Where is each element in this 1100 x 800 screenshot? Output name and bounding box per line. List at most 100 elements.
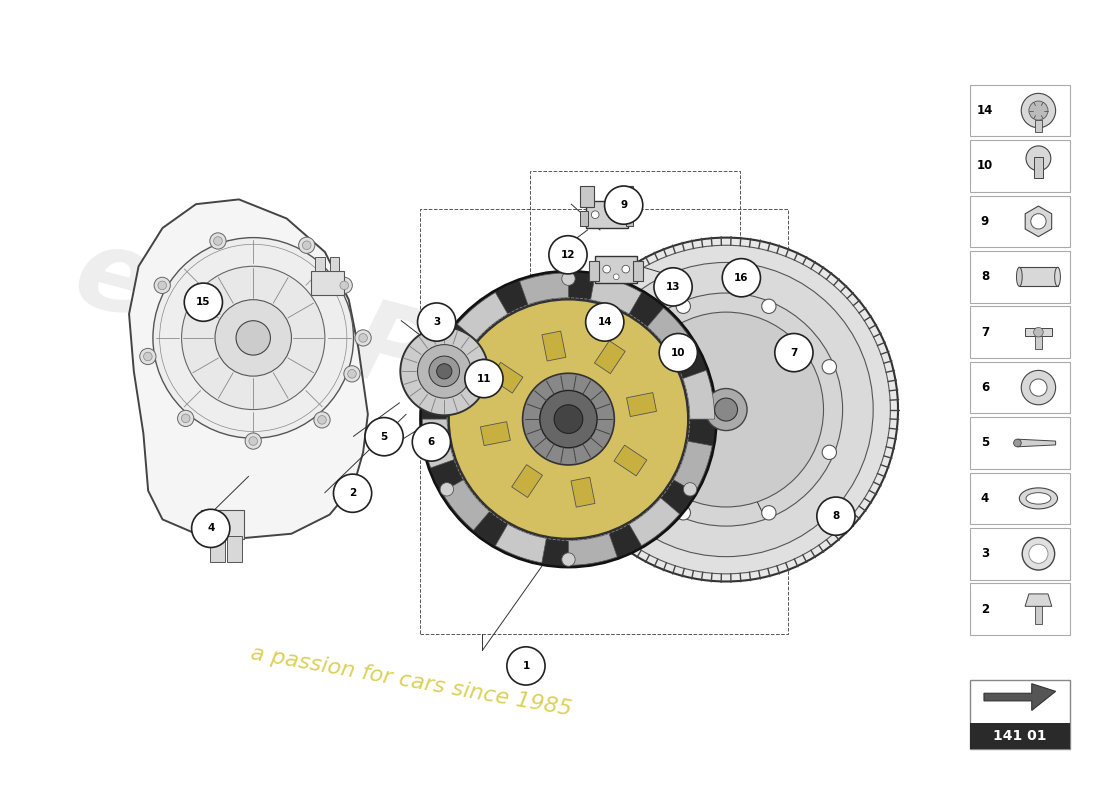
- Circle shape: [1013, 439, 1021, 447]
- Circle shape: [1026, 146, 1050, 170]
- Polygon shape: [129, 199, 367, 538]
- Bar: [970, 680, 1070, 749]
- Text: a passion for cars since 1985: a passion for cars since 1985: [249, 644, 573, 720]
- Bar: [310, 271, 344, 295]
- Ellipse shape: [1016, 267, 1022, 286]
- Circle shape: [418, 345, 471, 398]
- Bar: [228, 536, 242, 562]
- Bar: [619, 186, 634, 207]
- Polygon shape: [1025, 206, 1052, 237]
- Circle shape: [185, 283, 222, 322]
- Polygon shape: [512, 465, 542, 498]
- Bar: [970, 528, 1070, 579]
- Text: 8: 8: [833, 511, 839, 521]
- Circle shape: [359, 334, 367, 342]
- Circle shape: [158, 281, 166, 290]
- Ellipse shape: [1055, 267, 1060, 286]
- Circle shape: [1030, 379, 1047, 396]
- Polygon shape: [629, 498, 680, 546]
- Polygon shape: [627, 393, 657, 417]
- Polygon shape: [614, 445, 647, 476]
- Polygon shape: [594, 341, 625, 374]
- Text: 2: 2: [981, 602, 989, 616]
- Bar: [330, 257, 339, 271]
- Circle shape: [1028, 544, 1048, 563]
- Text: 14: 14: [597, 317, 612, 327]
- Polygon shape: [984, 684, 1056, 710]
- Circle shape: [507, 647, 546, 685]
- Circle shape: [420, 271, 716, 567]
- Circle shape: [144, 352, 152, 361]
- Circle shape: [822, 445, 836, 459]
- Circle shape: [605, 186, 642, 224]
- Text: 6: 6: [981, 381, 989, 394]
- Bar: [970, 195, 1070, 247]
- Circle shape: [554, 405, 583, 434]
- Circle shape: [579, 262, 873, 557]
- Bar: [580, 211, 587, 226]
- Bar: [1035, 336, 1043, 350]
- Circle shape: [236, 321, 271, 355]
- Circle shape: [1034, 327, 1043, 337]
- Circle shape: [302, 241, 311, 250]
- Text: 4: 4: [207, 523, 215, 534]
- Bar: [316, 257, 324, 271]
- Circle shape: [540, 390, 597, 448]
- Circle shape: [191, 510, 230, 547]
- Polygon shape: [1025, 594, 1052, 606]
- Polygon shape: [1018, 439, 1056, 447]
- Circle shape: [318, 415, 327, 424]
- Circle shape: [213, 237, 222, 246]
- Circle shape: [440, 482, 453, 496]
- Circle shape: [355, 330, 371, 346]
- Bar: [530, 170, 740, 323]
- Text: 9: 9: [620, 200, 627, 210]
- Circle shape: [822, 360, 836, 374]
- Text: 11: 11: [476, 374, 492, 384]
- Circle shape: [337, 278, 352, 294]
- Circle shape: [723, 258, 760, 297]
- Bar: [970, 417, 1070, 469]
- Circle shape: [609, 293, 843, 526]
- Bar: [1034, 158, 1043, 178]
- Circle shape: [683, 342, 696, 355]
- Polygon shape: [495, 524, 547, 563]
- Circle shape: [774, 334, 813, 372]
- Polygon shape: [491, 362, 522, 393]
- Text: 8: 8: [981, 270, 989, 283]
- Polygon shape: [425, 346, 463, 397]
- Circle shape: [1031, 214, 1046, 229]
- Text: 15: 15: [196, 297, 210, 307]
- Circle shape: [654, 268, 692, 306]
- Circle shape: [628, 312, 824, 507]
- Ellipse shape: [1020, 488, 1057, 509]
- Polygon shape: [519, 273, 569, 305]
- Circle shape: [214, 300, 292, 376]
- Circle shape: [705, 389, 747, 430]
- Circle shape: [465, 359, 503, 398]
- Bar: [970, 362, 1070, 414]
- Circle shape: [562, 272, 575, 286]
- Polygon shape: [481, 422, 510, 446]
- Circle shape: [182, 414, 190, 422]
- Circle shape: [522, 374, 614, 465]
- Circle shape: [245, 433, 262, 449]
- Polygon shape: [422, 419, 454, 468]
- Polygon shape: [591, 275, 641, 314]
- Text: 13: 13: [666, 282, 680, 292]
- Text: 7: 7: [790, 348, 798, 358]
- Circle shape: [348, 370, 356, 378]
- Circle shape: [400, 327, 488, 415]
- Circle shape: [585, 303, 624, 341]
- Bar: [970, 306, 1070, 358]
- Circle shape: [562, 246, 890, 574]
- Bar: [210, 536, 224, 562]
- Text: 14: 14: [977, 104, 993, 117]
- Circle shape: [333, 474, 372, 512]
- Circle shape: [210, 233, 227, 249]
- Text: 6: 6: [428, 437, 435, 447]
- Circle shape: [298, 237, 315, 254]
- Bar: [970, 85, 1070, 136]
- Polygon shape: [442, 480, 490, 530]
- Bar: [595, 256, 637, 282]
